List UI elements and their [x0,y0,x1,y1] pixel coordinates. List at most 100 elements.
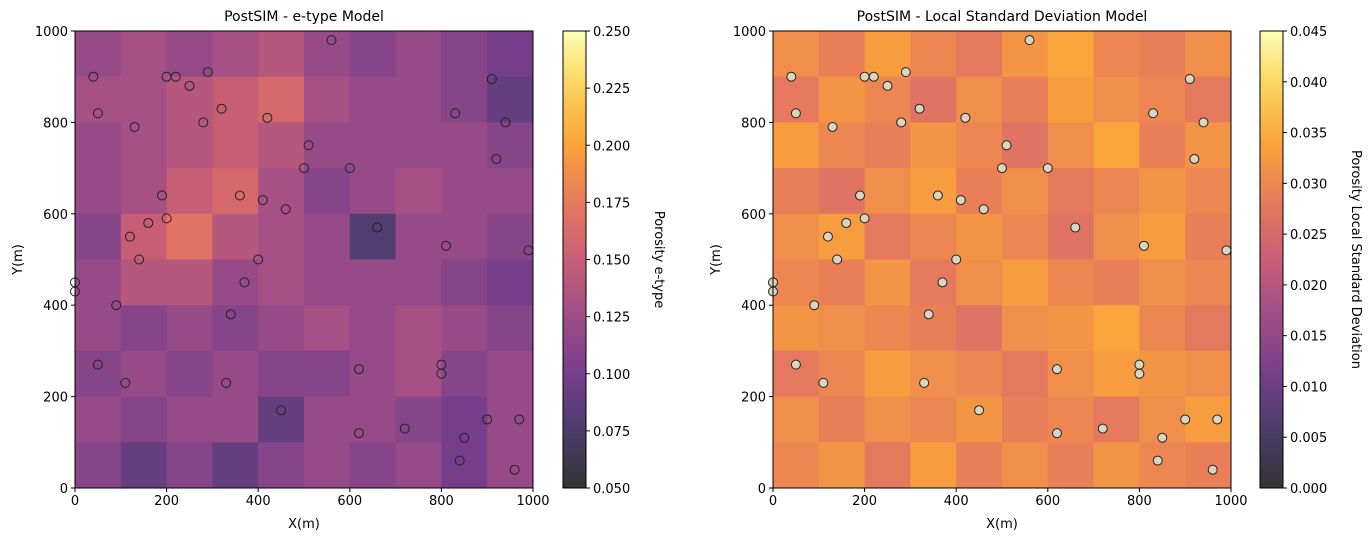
well-point [129,121,140,132]
x-tick-label: 800 [429,494,454,509]
heatmap-cell [487,259,534,306]
heatmap-cell [818,350,866,398]
heatmap-cell [1185,31,1232,78]
heatmap-cell [75,442,122,489]
heatmap-cell [258,259,305,306]
heatmap-cell [864,259,911,306]
well-point [1001,140,1012,151]
well-point [262,112,273,123]
heatmap-cell [1002,350,1049,398]
heatmap-cell [818,396,866,443]
colorbar-tick-label: 0.100 [593,368,630,383]
heatmap-cell [166,396,213,443]
heatmap-cell [120,31,168,78]
heatmap-cell [349,442,397,489]
well-point [822,231,833,242]
heatmap-cell [258,31,305,78]
heatmap-cell [349,31,397,78]
heatmap-cell [864,442,911,489]
heatmap-cell [864,213,911,260]
heatmap-cell [395,305,442,352]
well-point [299,163,309,174]
heatmap-cell [1093,259,1140,306]
well-point [257,195,268,206]
well-point [974,405,985,416]
heatmap-cell [956,31,1003,78]
colorbar-tick-label: 0.010 [1290,380,1327,395]
well-point [344,163,355,174]
heatmap-cell [1139,350,1186,398]
x-tick-label: 600 [337,494,362,509]
well-point [225,309,236,320]
well-point [198,117,209,128]
heatmap-cell [1047,122,1095,169]
heatmap-cell [956,122,1003,169]
heatmap-cell [441,31,488,78]
well-point [1051,364,1062,375]
heatmap-cell [166,31,213,78]
well-point [1157,432,1168,443]
heatmap-cell [818,168,866,215]
heatmap-cell [75,213,122,260]
heatmap-cell [441,305,488,352]
y-tick-label: 0 [758,482,766,497]
well-point [818,377,829,388]
well-point [932,190,943,201]
colorbar-tick-label: 0.005 [1290,431,1327,446]
colorbar-label: Porosity Local Standard Deviation [1348,150,1363,369]
heatmap-cell [75,168,122,215]
heatmap-cell [487,76,534,123]
well-point [234,190,245,201]
well-point [216,103,227,114]
well-point [859,71,870,82]
well-point [202,67,213,78]
y-tick-label: 800 [741,116,766,131]
heatmap-cell [395,122,442,169]
heatmap-cell [864,350,911,398]
heatmap-cell [1139,259,1186,306]
heatmap-cell [349,122,397,169]
heatmap-cell [910,31,957,78]
heatmap [75,31,534,489]
colorbar-tick-label: 0.015 [1290,330,1327,345]
heatmap-cell [773,168,820,215]
heatmap-cell [818,442,866,489]
heatmap-cell [258,213,305,260]
well-point [1070,222,1081,233]
heatmap-cell [120,396,168,443]
heatmap-cell [910,350,957,398]
heatmap-cell [212,305,259,352]
well-point [827,121,838,132]
colorbar [562,30,587,489]
well-point [859,213,870,224]
colorbar-label: Porosity e-type [651,211,666,308]
heatmap-cell [1139,122,1186,169]
heatmap-cell [395,76,442,123]
heatmap-cell [304,76,351,123]
y-tick-label: 800 [43,116,68,131]
heatmap-cell [818,122,866,169]
well-point [900,67,911,78]
heatmap-cell [212,213,259,260]
heatmap-cell [487,213,534,260]
heatmap-cell [956,259,1003,306]
heatmap-cell [212,76,259,123]
heatmap-cell [166,442,213,489]
colorbar-tick-label: 0.050 [593,482,630,497]
heatmap-cell [441,396,488,443]
heatmap-cell [956,213,1003,260]
heatmap-cell [212,396,259,443]
heatmap-cell [1185,305,1232,352]
heatmap-cell [258,168,305,215]
well-point [955,195,966,206]
heatmap-cell [910,259,957,306]
heatmap-cell [1185,168,1232,215]
well-point [514,414,525,425]
y-tick-label: 1000 [35,25,68,40]
heatmap-cell [304,442,351,489]
heatmap-cell [258,350,305,398]
heatmap-cell [773,122,820,169]
heatmap-cell [120,76,168,123]
heatmap-cell [818,259,866,306]
heatmap-cell [304,122,351,169]
